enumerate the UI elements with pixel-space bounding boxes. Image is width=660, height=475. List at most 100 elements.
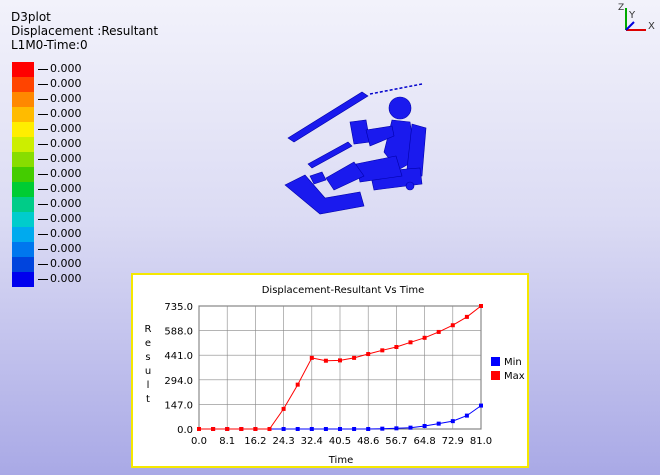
fringe-color-swatch — [12, 137, 34, 152]
fringe-value-label: 0.000 — [38, 78, 82, 90]
fringe-color-swatch — [12, 197, 34, 212]
shin-part — [325, 161, 365, 191]
x-tick-label: 40.5 — [329, 436, 351, 447]
fringe-value-label: 0.000 — [38, 108, 82, 120]
data-point-min — [380, 426, 385, 431]
x-tick-label: 48.6 — [357, 436, 379, 447]
arm-part — [365, 125, 395, 147]
fringe-value-label: 0.000 — [38, 138, 82, 150]
data-point-max — [450, 323, 455, 328]
data-point-max — [211, 427, 216, 431]
data-point-min — [450, 419, 455, 424]
vehicle-occupant-model[interactable] — [270, 80, 440, 220]
data-point-min — [464, 413, 469, 418]
data-point-max — [479, 304, 483, 308]
data-point-max — [239, 427, 244, 431]
coordinate-triad-icon: Y X Z — [618, 3, 655, 32]
chart-title: Displacement-Resultant Vs Time — [262, 285, 425, 296]
data-point-max — [267, 427, 272, 431]
data-point-max — [338, 358, 342, 363]
x-tick-label: 32.4 — [301, 436, 323, 447]
legend-label-min: Min — [504, 357, 522, 368]
fringe-color-swatch — [12, 182, 34, 197]
triad-z-label: Z — [618, 3, 624, 13]
x-tick-label: 24.3 — [272, 436, 294, 447]
head-part — [388, 96, 412, 120]
fringe-value-label: 0.000 — [38, 243, 82, 255]
x-tick-label: 16.2 — [244, 436, 266, 447]
fringe-color-swatch — [12, 107, 34, 122]
fringe-color-swatch — [12, 122, 34, 137]
data-point-max — [323, 358, 328, 363]
floor-panel-part — [284, 174, 365, 215]
triad-x-label: X — [648, 21, 655, 32]
legend-label-max: Max — [504, 371, 525, 382]
fringe-value-label: 0.000 — [38, 168, 82, 180]
fringe-value-label: 0.000 — [38, 183, 82, 195]
data-point-min — [281, 427, 286, 431]
seat-back-part — [405, 123, 427, 179]
fringe-color-swatch — [12, 92, 34, 107]
fringe-value-label: 0.000 — [38, 213, 82, 225]
fringe-value-label: 0.000 — [38, 153, 82, 165]
y-tick-label: 0.0 — [177, 425, 193, 436]
data-point-min — [394, 426, 399, 431]
result-type-label: Displacement :Resultant — [11, 24, 159, 38]
data-point-min — [436, 421, 441, 426]
fringe-value-label: 0.000 — [38, 93, 82, 105]
legend-swatch-max — [491, 371, 500, 380]
data-point-min — [309, 427, 314, 431]
data-point-max — [464, 314, 469, 319]
data-point-max — [309, 355, 314, 360]
data-point-max — [281, 406, 286, 411]
fringe-color-swatch — [12, 77, 34, 92]
fringe-value-label: 0.000 — [38, 258, 82, 270]
x-tick-label: 0.0 — [191, 436, 207, 447]
y-tick-label: 294.0 — [164, 376, 193, 387]
triad-y-label: Y — [628, 10, 636, 21]
instrument-panel-part — [307, 141, 353, 169]
wheel-part — [405, 181, 415, 191]
data-point-max — [225, 427, 230, 431]
data-point-max — [422, 335, 427, 340]
data-point-max — [253, 427, 258, 431]
data-point-min — [323, 427, 328, 431]
fringe-value-label: 0.000 — [38, 63, 82, 75]
data-point-max — [352, 355, 357, 360]
model-title: D3plot — [11, 10, 51, 24]
y-tick-label: 441.0 — [164, 351, 193, 362]
fringe-value-label: 0.000 — [38, 198, 82, 210]
roof-edge-part — [369, 83, 423, 95]
data-point-max — [295, 382, 300, 387]
fringe-value-label: 0.000 — [38, 123, 82, 135]
data-point-min — [408, 425, 413, 430]
data-point-max — [394, 345, 399, 349]
data-point-min — [479, 403, 483, 408]
data-point-max — [380, 348, 385, 353]
x-tick-label: 8.1 — [219, 436, 235, 447]
state-time-label: L1M0-Time:0 — [11, 38, 88, 52]
y-tick-label: 147.0 — [164, 400, 193, 411]
fringe-color-swatch — [12, 167, 34, 182]
data-point-min — [295, 427, 300, 431]
fringe-value-label: 0.000 — [38, 273, 82, 285]
data-point-max — [366, 352, 371, 357]
pedal-part — [309, 171, 327, 185]
data-point-min — [366, 427, 371, 431]
chart-xlabel: Time — [328, 455, 353, 466]
data-point-min — [338, 427, 342, 431]
x-tick-label: 56.7 — [385, 436, 407, 447]
windshield-part — [287, 91, 369, 143]
data-point-max — [197, 427, 201, 431]
y-tick-label: 588.0 — [164, 327, 193, 338]
data-point-min — [352, 427, 357, 431]
fringe-color-swatch — [12, 152, 34, 167]
fringe-value-label: 0.000 — [38, 228, 82, 240]
fringe-color-swatch — [12, 257, 34, 272]
x-tick-label: 64.8 — [413, 436, 435, 447]
x-tick-label: 72.9 — [442, 436, 464, 447]
data-point-max — [408, 340, 413, 345]
